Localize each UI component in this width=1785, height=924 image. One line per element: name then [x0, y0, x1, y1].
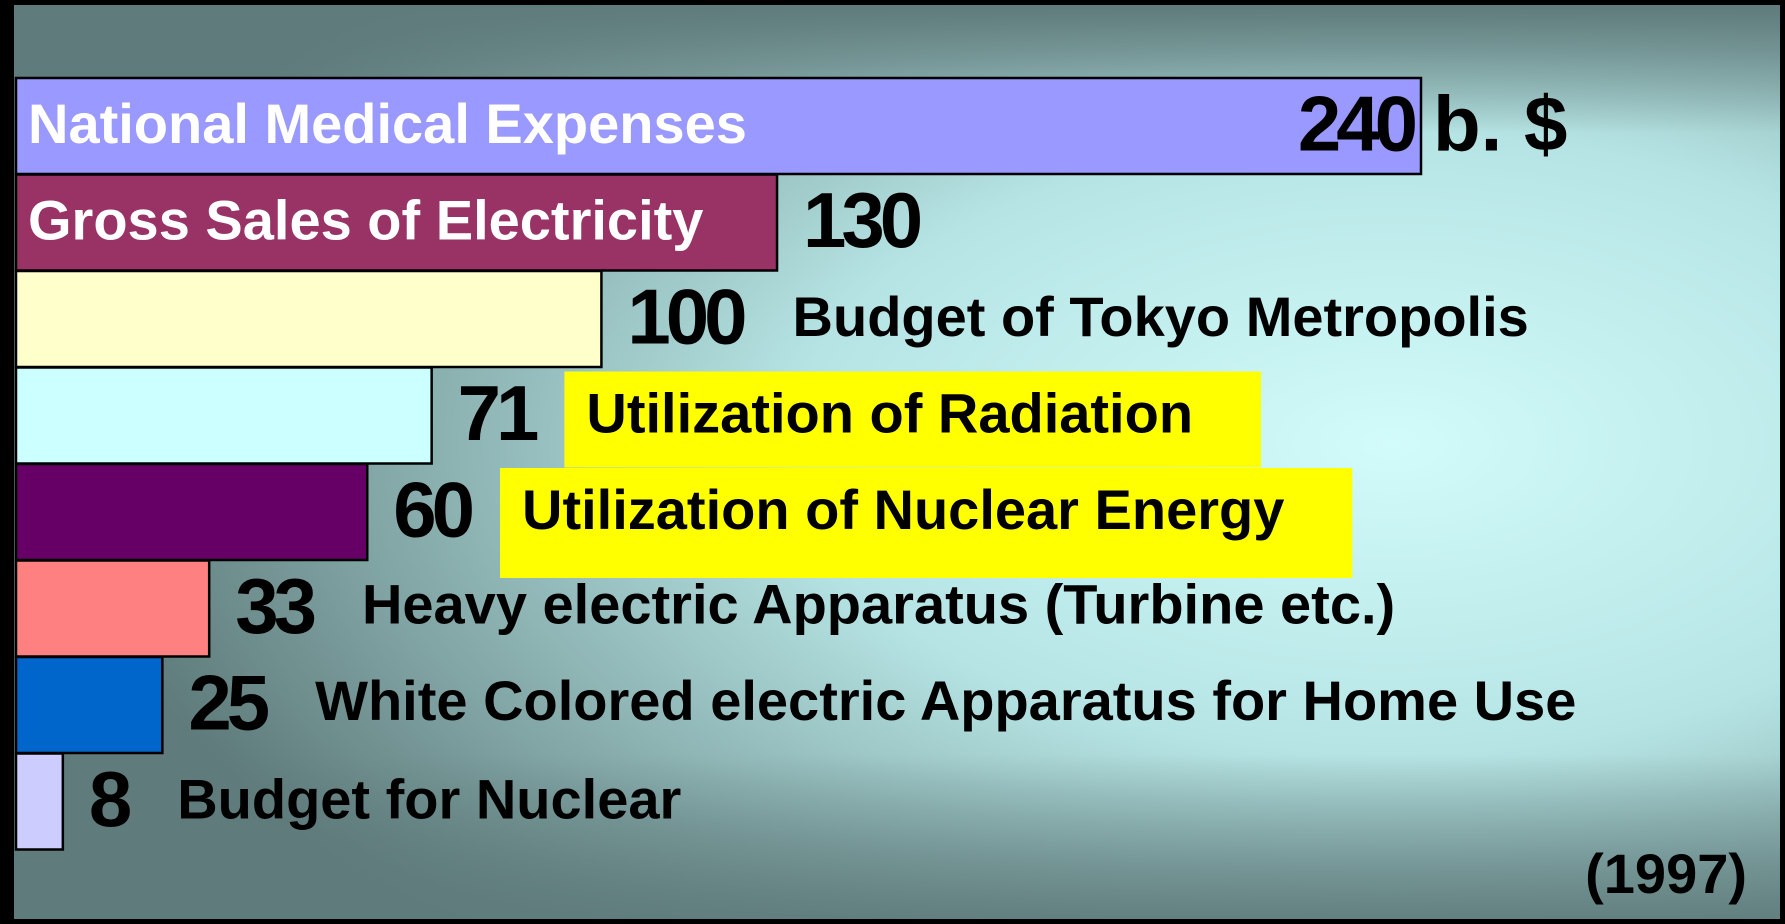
- bar: [14, 655, 164, 755]
- value-label: 33: [235, 562, 314, 650]
- note: (1997): [1585, 842, 1747, 905]
- value-label: 240: [1298, 80, 1416, 168]
- bar-label: Gross Sales of Electricity: [28, 188, 703, 251]
- value-label: 130: [803, 176, 921, 264]
- value-label: 100: [627, 273, 745, 361]
- value-label: 8: [89, 755, 130, 843]
- bar: [14, 366, 433, 465]
- bar-label: Heavy electric Apparatus (Turbine etc.): [362, 572, 1395, 635]
- bar-label: National Medical Expenses: [28, 92, 747, 155]
- bar: [14, 76, 1423, 176]
- bar: [14, 173, 779, 272]
- bar-label: White Colored electric Apparatus for Hom…: [315, 669, 1576, 732]
- bar-label: Budget for Nuclear: [177, 767, 681, 830]
- bar-label: Utilization of Radiation: [586, 381, 1193, 444]
- label-highlight: [564, 371, 1262, 468]
- value-label: 71: [458, 369, 538, 457]
- label-highlight: [500, 468, 1353, 578]
- bar: [14, 462, 369, 562]
- bar: [14, 752, 65, 851]
- plot: National Medical Expenses 240 b. $ Gross Sa…: [14, 76, 1576, 851]
- bar: [14, 269, 603, 369]
- value-label: 25: [188, 659, 268, 747]
- bar: [14, 559, 211, 658]
- bar-label: Budget of Tokyo Metropolis: [793, 285, 1529, 348]
- value-label: 60: [393, 466, 472, 554]
- unit-label: b. $: [1433, 80, 1567, 168]
- bar-label: Utilization of Nuclear Energy: [522, 478, 1284, 541]
